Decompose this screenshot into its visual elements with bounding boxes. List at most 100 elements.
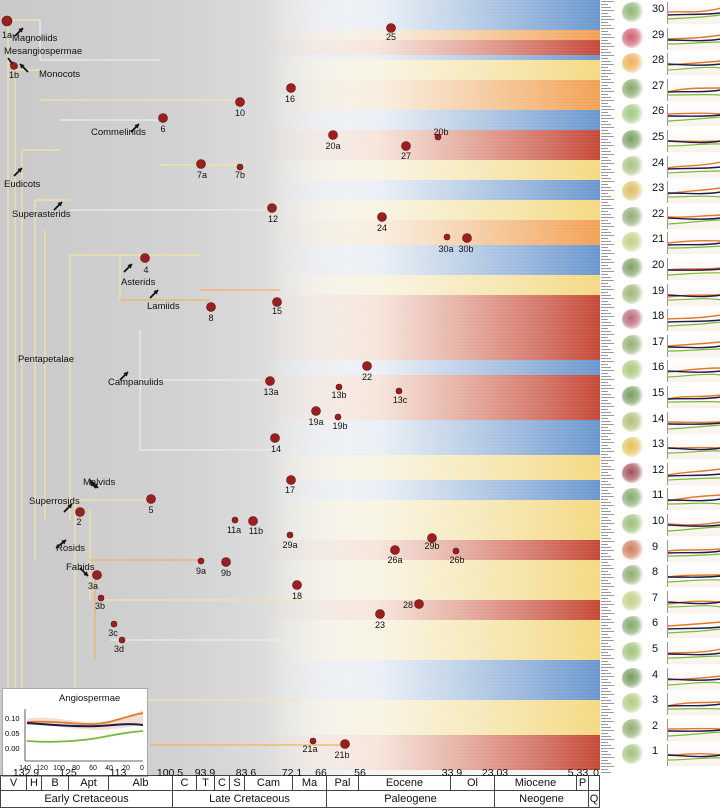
clade-mini-panel [667, 334, 720, 357]
node-label: 9b [220, 568, 232, 578]
panel-number: 30 [652, 3, 665, 15]
inset-x-tick: 80 [72, 765, 80, 772]
plant-illustration [622, 718, 644, 739]
panel-number: 16 [652, 361, 665, 374]
panel-number: 17 [652, 335, 665, 348]
time-tick: 56 [354, 767, 366, 779]
panel-number: 29 [652, 28, 665, 41]
node-label: 2 [76, 517, 82, 527]
plant-illustration [622, 386, 644, 406]
time-tick: 113 [109, 767, 127, 779]
plant-illustration [622, 2, 644, 22]
inset-x-tick: 60 [89, 765, 97, 772]
node-label: 6 [160, 124, 166, 134]
node-label: 13c [392, 395, 408, 405]
plant-illustration [622, 232, 644, 253]
plant-illustration [622, 488, 644, 509]
panel-number: 19 [652, 284, 665, 297]
clade-mini-panel [667, 437, 720, 460]
panel-number: 13 [652, 438, 665, 451]
clade-label-monocots: Monocots [39, 69, 81, 80]
clade-mini-panel [667, 155, 720, 178]
node-label: 26b [449, 555, 465, 565]
node-label: 14 [270, 444, 282, 454]
clade-label-rosids: Rosids [56, 543, 86, 554]
panel-number: 8 [652, 566, 659, 579]
plant-illustration [622, 744, 644, 765]
period-cell: Q [588, 791, 600, 808]
inset-x-tick: 0 [140, 765, 144, 772]
plant-illustration [622, 258, 644, 278]
clade-mini-panel [667, 181, 720, 204]
node-label: 3c [108, 628, 118, 638]
stage-cell: Eocene [358, 775, 450, 791]
node-label: 7b [234, 170, 246, 180]
phylogeny-panel: Magnoliids Mesangiospermae Monocots Comm… [0, 0, 600, 777]
panel-number: 6 [652, 617, 659, 630]
panel-number: 28 [652, 54, 665, 67]
plant-illustration [622, 104, 644, 125]
clade-mini-panel [667, 744, 720, 767]
panel-number: 5 [652, 643, 659, 655]
clade-label-commelinids: Commelinids [91, 127, 146, 138]
time-tick: 100.5 [156, 767, 184, 779]
clade-label-lamiids: Lamiids [147, 301, 180, 312]
node-label: 20b [433, 127, 449, 137]
node-label: 11b [248, 526, 264, 536]
clade-label-malvids: Malvids [83, 477, 116, 488]
stage-cell: Ol [450, 775, 494, 791]
inset-y-tick: 0.05 [5, 729, 20, 738]
clade-mini-panel [667, 232, 720, 255]
node-label: 18 [291, 591, 303, 601]
node-label: 10 [234, 108, 246, 118]
clade-mini-panel [667, 667, 720, 690]
panel-number: 3 [652, 694, 659, 707]
node-label: 1a [1, 30, 13, 40]
clade-mini-panel [667, 130, 720, 152]
plant-illustration [622, 616, 644, 637]
node-label: 25 [385, 32, 397, 42]
plant-illustration [622, 53, 644, 74]
inset-x-tick: 20 [122, 765, 130, 772]
node-label: 15 [271, 306, 283, 316]
node-label: 12 [267, 214, 279, 224]
stage-cell: T [196, 775, 214, 791]
node-label: 13b [331, 390, 347, 400]
node-label: 24 [376, 223, 388, 233]
time-tick: 33.9 [441, 767, 463, 779]
plant-illustration [622, 462, 644, 483]
stage-cell-quaternary [588, 775, 600, 791]
panel-number: 12 [652, 463, 665, 476]
inset-series-orange [26, 712, 144, 726]
inset-y-tick: 0.10 [5, 714, 20, 723]
panel-number: 21 [652, 233, 665, 246]
node-label: 26a [387, 555, 403, 565]
angiospermae-inset-chart: Angiospermae 0.10 0.05 0.00 140 120 100 … [2, 688, 148, 777]
plant-illustration [622, 360, 644, 381]
clade-mini-panel [667, 386, 720, 408]
clade-label-asterids: Asterids [121, 277, 156, 288]
panel-number: 9 [652, 540, 659, 553]
inset-y-tick: 0.00 [5, 744, 20, 753]
clade-mini-panel [667, 27, 720, 50]
plant-illustration [622, 309, 644, 330]
geologic-timescale: V H B Apt Alb C T C S Cam Ma Pal Eocene … [0, 775, 600, 808]
panel-number: 2 [652, 719, 659, 732]
panel-number: 14 [652, 412, 665, 425]
panel-number: 20 [652, 259, 665, 271]
panel-number: 4 [652, 668, 659, 681]
phylogeny-tree [1, 0, 600, 770]
clade-mini-panel [667, 360, 720, 383]
time-tick: 132.9 [12, 767, 40, 779]
node-label: 23 [374, 620, 386, 630]
plant-illustration [622, 514, 644, 534]
plant-illustration [622, 590, 644, 611]
clade-mini-panel [667, 2, 720, 24]
period-cell: Neogene [494, 791, 588, 808]
panel-number: 18 [652, 310, 665, 323]
clade-mini-panel [667, 718, 720, 741]
node-label: 22 [361, 372, 373, 382]
node-label: 27 [400, 151, 412, 161]
plant-illustration [622, 283, 644, 304]
panel-number: 25 [652, 131, 665, 143]
